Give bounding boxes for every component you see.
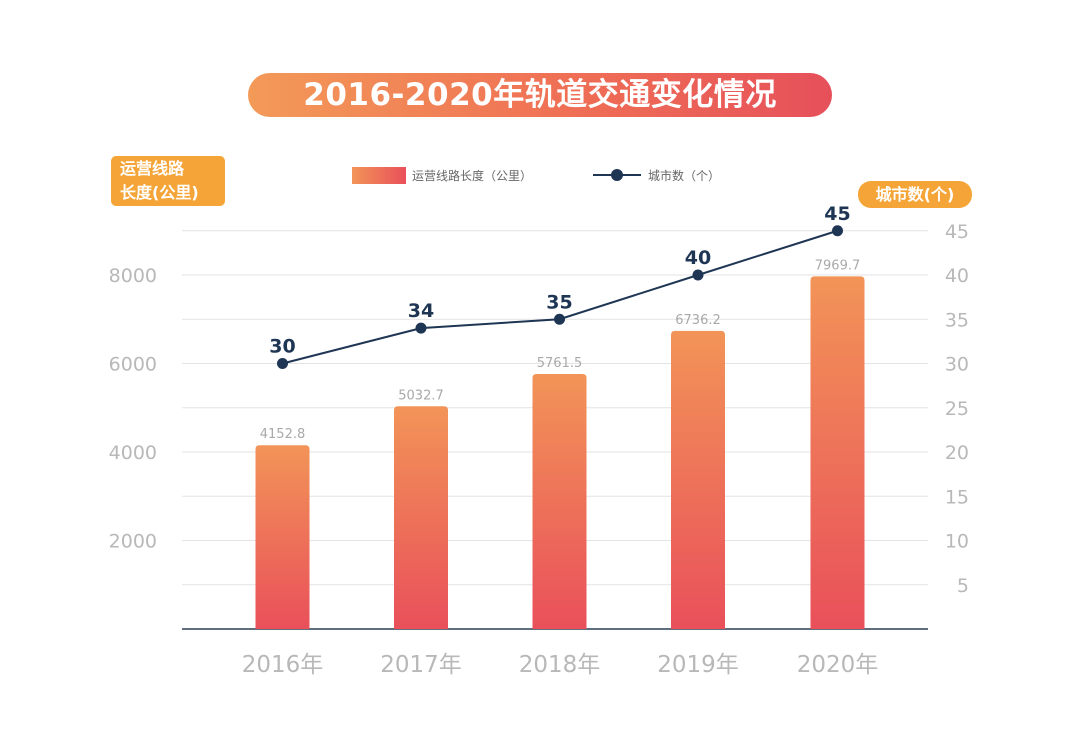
- x-axis-category-label: 2019年: [657, 652, 739, 678]
- legend-line-marker: [611, 169, 623, 181]
- chart-title: 2016-2020年轨道交通变化情况: [248, 73, 832, 117]
- legend: 运营线路长度（公里） 城市数（个）: [352, 167, 720, 184]
- bar-value-label: 4152.8: [260, 427, 306, 442]
- bar: [671, 330, 725, 629]
- x-axis-category-label: 2018年: [519, 652, 601, 678]
- bar-value-label: 7969.7: [815, 258, 861, 273]
- bar: [255, 445, 310, 629]
- left-axis-title-badge: 运营线路 长度(公里): [111, 156, 225, 206]
- left-axis-tick-label: 6000: [109, 354, 157, 376]
- bar-value-label: 6736.2: [675, 313, 721, 328]
- line-value-label: 34: [408, 300, 434, 322]
- bar-value-label: 5761.5: [537, 356, 583, 371]
- right-axis-tick-label: 30: [945, 354, 969, 376]
- right-axis-tick-label: 15: [945, 486, 969, 508]
- bar: [394, 406, 448, 629]
- right-axis-tick-label: 20: [945, 442, 969, 464]
- right-axis-tick-label: 40: [945, 265, 969, 287]
- bar-value-label: 5032.7: [398, 388, 444, 403]
- x-axis-labels: 2016年 2017年 2018年 2019年 2020年: [242, 652, 879, 678]
- x-axis-category-label: 2020年: [797, 652, 879, 678]
- right-axis-tick-label: 45: [945, 221, 969, 243]
- left-axis-tick-label: 4000: [109, 442, 157, 464]
- line-value-label: 45: [824, 203, 850, 225]
- legend-bar-label: 运营线路长度（公里）: [412, 168, 532, 183]
- line-point: [832, 225, 843, 237]
- line-series: 30 34 35 40 45: [269, 203, 851, 369]
- left-axis-tick-label: 8000: [109, 265, 157, 287]
- right-axis-tick-label: 25: [945, 398, 969, 420]
- line-value-label: 35: [546, 291, 572, 313]
- right-axis-tick-label: 5: [957, 575, 969, 597]
- bar-series: 4152.8 5032.7 5761.5 6736.2 7969.7: [255, 258, 865, 629]
- bar: [810, 276, 865, 629]
- bar: [532, 374, 587, 629]
- right-axis-title-badge: 城市数(个): [858, 181, 972, 208]
- right-axis-tick-label: 10: [945, 531, 969, 553]
- right-axis-ticks: 5 10 15 20 25 30 35 40 45: [945, 221, 969, 597]
- line-value-label: 40: [685, 247, 711, 269]
- line-point: [415, 322, 427, 334]
- line-point: [692, 269, 704, 281]
- legend-line-label: 城市数（个）: [648, 168, 720, 183]
- x-axis-category-label: 2016年: [242, 652, 324, 678]
- left-axis-ticks: 2000 4000 6000 8000: [109, 265, 157, 553]
- right-axis-tick-label: 35: [945, 309, 969, 331]
- line-point: [277, 358, 288, 369]
- x-axis-category-label: 2017年: [380, 652, 462, 678]
- line-value-label: 30: [269, 336, 295, 358]
- left-axis-title-line1: 运营线路: [120, 159, 185, 178]
- line-point: [554, 313, 565, 325]
- left-axis-tick-label: 2000: [109, 531, 157, 553]
- legend-bar-swatch: [352, 167, 406, 184]
- left-axis-title-line2: 长度(公里): [120, 183, 199, 202]
